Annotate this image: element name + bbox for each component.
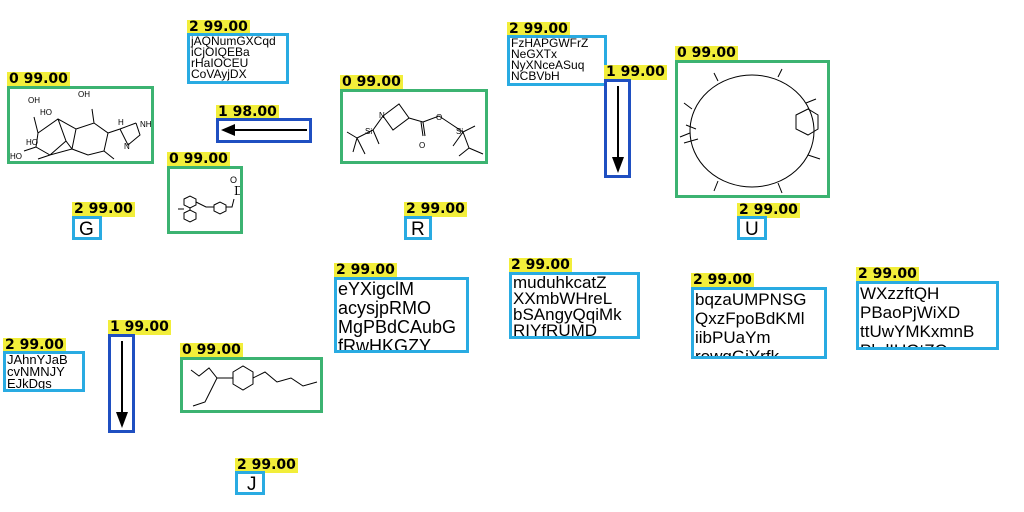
- chain-molecule-drawing: [190, 365, 318, 407]
- molecule-image-box: [180, 357, 323, 413]
- score-tag: 0 99.00: [180, 342, 243, 358]
- score-tag: 2 99.00: [856, 266, 919, 282]
- svg-text:NH: NH: [140, 120, 152, 129]
- letter-text: G: [79, 219, 94, 240]
- azetidine-molecule-drawing: N Si O O Si: [346, 103, 484, 157]
- letter-box: G: [72, 216, 102, 240]
- svg-text:D: D: [234, 184, 243, 198]
- text-box-content: muduhkcatZ XXmbWHreL bSAngyQqiMk RIYfRUM…: [513, 273, 622, 339]
- letter-box: R: [404, 216, 432, 240]
- svg-text:O: O: [419, 141, 425, 150]
- svg-text:HO: HO: [40, 108, 52, 117]
- text-box: muduhkcatZ XXmbWHreL bSAngyQqiMk RIYfRUM…: [509, 272, 640, 339]
- svg-text:O: O: [436, 113, 442, 122]
- score-tag: 2 99.00: [691, 272, 754, 288]
- text-box-content: jAQNumGXCqd iCjOIQEBa rHaIOCEU CoVAyjDX: [191, 34, 276, 81]
- svg-text:O: O: [230, 175, 237, 185]
- score-tag: 2 99.00: [737, 202, 800, 218]
- text-box: JAhnYJaB cvNMNJY EJkDgs: [3, 351, 85, 392]
- arrow-box: [108, 334, 135, 433]
- text-box: jAQNumGXCqd iCjOIQEBa rHaIOCEU CoVAyjDX: [187, 33, 289, 84]
- letter-text: J: [247, 474, 257, 495]
- score-tag: 1 99.00: [604, 64, 667, 80]
- svg-text:HO: HO: [10, 152, 22, 161]
- score-tag: 2 99.00: [404, 201, 467, 217]
- text-box: WXzzftQH PBaoPjWiXD ttUwYMKxmnB PkdIUGtZ…: [856, 281, 999, 350]
- score-tag: 1 98.00: [216, 104, 279, 120]
- score-tag: 2 99.00: [72, 201, 135, 217]
- score-tag: 1 99.00: [108, 319, 171, 335]
- svg-text:Si: Si: [365, 127, 372, 136]
- aromatic-molecule-drawing: O D: [178, 175, 243, 223]
- text-box-content: bqzaUMPNSG QxzFpoBdKMl iibPUaYm rowqGiYr…: [695, 290, 807, 359]
- svg-text:Si: Si: [456, 127, 463, 136]
- text-box-content: FzHAPGWFrZ NeGXTx NyXNceASuq NCBVbH: [511, 36, 589, 83]
- arrow-down-icon: [116, 341, 128, 428]
- text-box-content: JAhnYJaB cvNMNJY EJkDgs: [7, 352, 68, 391]
- molecule-image-box: [675, 60, 830, 198]
- letter-box: U: [737, 216, 767, 240]
- text-box: eYXigclM acysjpRMO MgPBdCAubG fRwHKGZY: [334, 277, 469, 353]
- score-tag: 0 99.00: [167, 151, 230, 167]
- score-tag: 0 99.00: [7, 71, 70, 87]
- letter-box: J: [235, 471, 265, 495]
- arrow-box: [604, 79, 631, 178]
- arrow-down-icon: [612, 86, 624, 173]
- score-tag: 2 99.00: [334, 262, 397, 278]
- arrow-box: [216, 118, 312, 143]
- text-box: FzHAPGWFrZ NeGXTx NyXNceASuq NCBVbH: [507, 35, 607, 86]
- letter-text: R: [411, 219, 425, 240]
- score-tag: 2 99.00: [235, 457, 298, 473]
- polycyclic-molecule-drawing: OH OH HO H NH N HO HO: [10, 90, 152, 161]
- score-tag: 2 99.00: [187, 19, 250, 35]
- text-box-content: WXzzftQH PBaoPjWiXD ttUwYMKxmnB PkdIUGtZ…: [860, 284, 975, 347]
- molecule-image-box: O D: [167, 166, 243, 234]
- score-tag: 2 99.00: [509, 257, 572, 273]
- score-tag: 2 99.00: [3, 337, 66, 353]
- svg-text:OH: OH: [78, 90, 90, 99]
- text-box-content: eYXigclM acysjpRMO MgPBdCAubG fRwHKGZY: [338, 279, 457, 353]
- svg-text:N: N: [124, 142, 130, 151]
- letter-text: U: [745, 219, 759, 240]
- macrocycle-molecule-drawing: [679, 68, 821, 194]
- svg-text:OH: OH: [28, 96, 40, 105]
- arrow-left-icon: [221, 124, 307, 136]
- svg-text:HO: HO: [26, 138, 38, 147]
- molecule-image-box: N Si O O Si: [340, 89, 488, 164]
- svg-text:H: H: [118, 118, 124, 127]
- molecule-image-box: OH OH HO H NH N HO HO: [7, 86, 154, 164]
- score-tag: 0 99.00: [340, 74, 403, 90]
- score-tag: 2 99.00: [507, 21, 570, 37]
- text-box: bqzaUMPNSG QxzFpoBdKMl iibPUaYm rowqGiYr…: [691, 287, 827, 359]
- svg-text:N: N: [379, 111, 385, 120]
- score-tag: 0 99.00: [675, 45, 738, 61]
